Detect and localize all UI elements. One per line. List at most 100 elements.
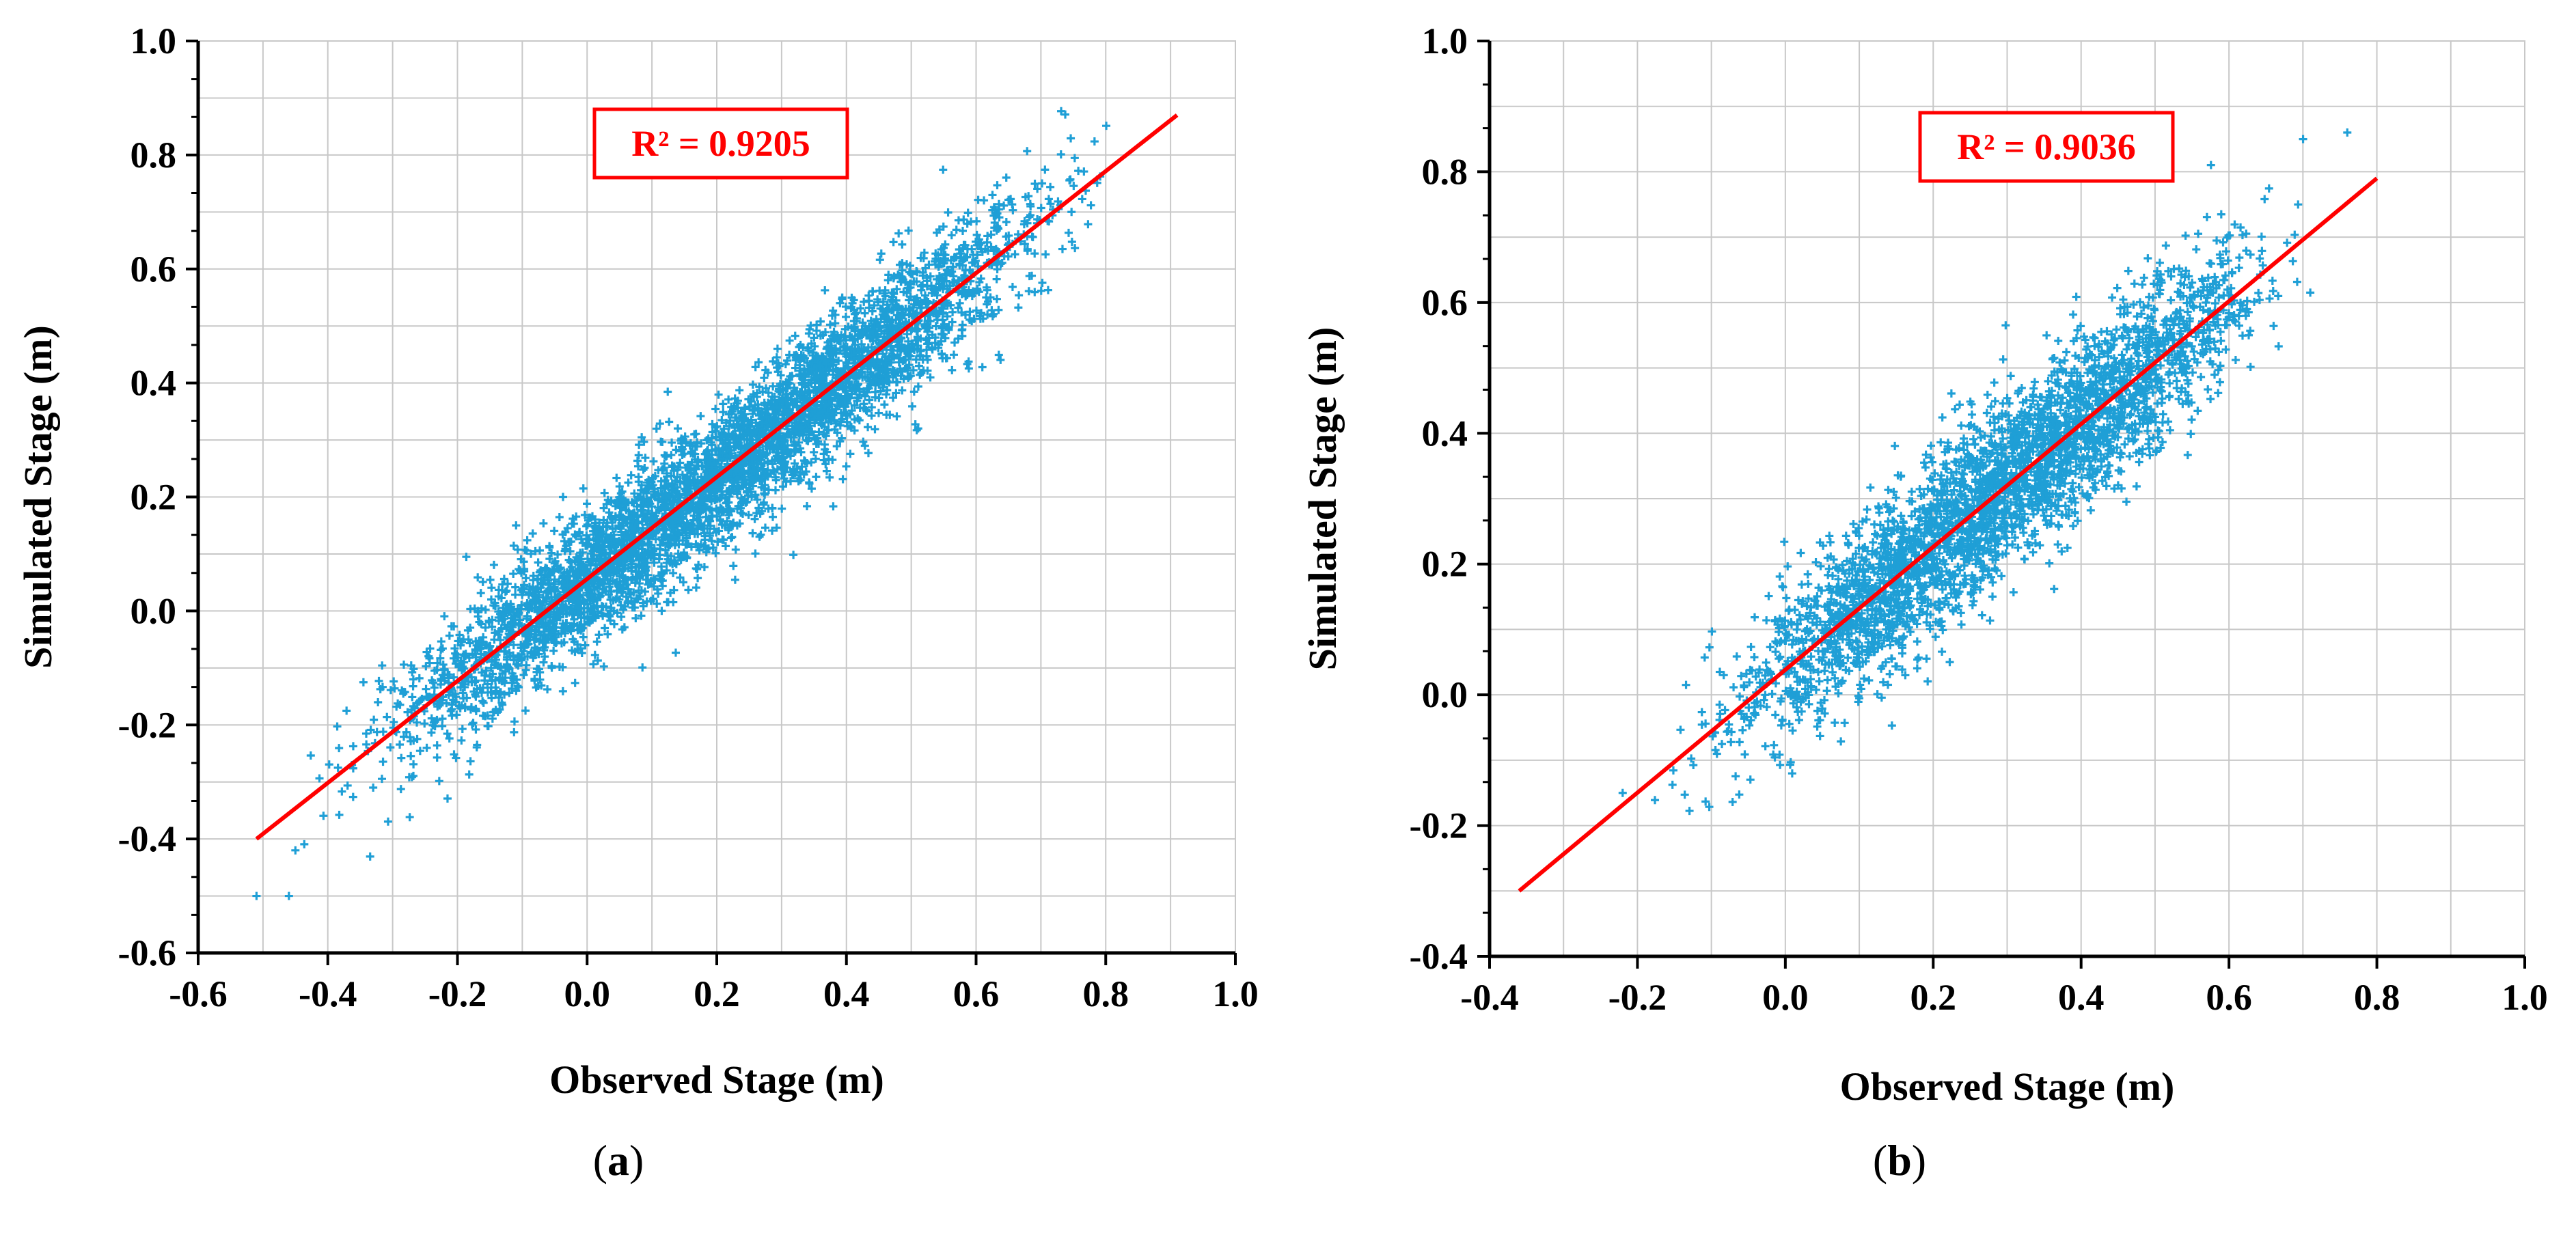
data-point — [637, 611, 646, 620]
data-point — [1084, 220, 1093, 229]
x-tick-label: -0.2 — [428, 973, 487, 1014]
data-point — [871, 425, 879, 434]
data-point — [427, 728, 436, 737]
data-point — [952, 225, 961, 234]
data-point — [383, 712, 392, 721]
data-point — [821, 432, 830, 441]
data-point — [634, 451, 643, 460]
data-point — [2159, 418, 2167, 427]
data-point — [593, 656, 602, 665]
data-point — [616, 600, 625, 609]
data-point — [319, 812, 328, 820]
data-point — [691, 583, 700, 592]
data-point — [374, 697, 383, 706]
data-point — [343, 781, 352, 790]
data-point — [719, 400, 728, 408]
data-point — [348, 792, 357, 801]
data-point — [500, 690, 509, 699]
data-point — [1008, 282, 1017, 291]
data-point — [730, 575, 739, 584]
data-point — [2132, 482, 2141, 491]
data-point — [445, 631, 454, 640]
data-point — [523, 536, 532, 544]
data-point — [435, 777, 443, 786]
data-point — [559, 493, 568, 501]
data-point — [594, 631, 603, 639]
data-point — [663, 387, 672, 396]
data-point — [1067, 134, 1075, 143]
data-point — [867, 411, 876, 420]
data-point — [723, 516, 732, 525]
data-point — [369, 784, 378, 792]
data-point — [379, 758, 387, 766]
data-point — [992, 294, 1001, 303]
data-point — [880, 400, 889, 409]
data-point — [864, 296, 873, 305]
data-point — [1002, 217, 1011, 226]
data-point — [1046, 182, 1055, 191]
data-point — [519, 671, 528, 680]
data-point — [1071, 244, 1080, 253]
data-point — [2187, 415, 2196, 424]
data-point — [944, 208, 953, 217]
data-point — [558, 687, 567, 695]
data-point — [534, 558, 543, 567]
data-point — [409, 771, 418, 780]
data-point — [547, 661, 556, 670]
x-tick-label: 0.0 — [564, 973, 611, 1014]
data-point — [408, 693, 417, 702]
data-point — [338, 787, 346, 796]
data-point — [2165, 379, 2174, 388]
data-point — [958, 227, 967, 236]
data-point — [1064, 228, 1073, 237]
data-point — [702, 436, 711, 445]
data-point — [433, 741, 441, 750]
data-point — [969, 251, 978, 260]
data-point — [528, 529, 537, 538]
data-point — [2246, 363, 2255, 372]
data-point — [306, 751, 315, 760]
data-point — [1921, 463, 1930, 472]
y-axis-label-a: Simulated Stage (m) — [16, 325, 60, 669]
data-point — [958, 320, 967, 329]
data-point — [2206, 161, 2215, 169]
data-point — [333, 722, 342, 731]
data-point — [672, 648, 681, 657]
data-point — [842, 462, 851, 471]
data-point — [1090, 137, 1099, 146]
data-point — [914, 382, 922, 391]
data-point — [420, 719, 429, 728]
data-point — [1000, 201, 1009, 210]
data-point — [516, 615, 525, 624]
data-point — [697, 439, 706, 448]
data-point — [631, 613, 640, 622]
data-point — [400, 688, 409, 697]
data-point — [315, 774, 324, 783]
y-tick-label: -0.6 — [118, 932, 176, 973]
data-point — [663, 598, 672, 607]
data-point — [717, 416, 726, 425]
data-point — [771, 486, 780, 495]
data-point — [1030, 179, 1039, 188]
data-point — [846, 449, 855, 458]
data-point — [487, 583, 496, 592]
data-point — [291, 846, 300, 855]
data-point — [978, 363, 987, 372]
data-point — [342, 706, 351, 715]
data-point — [1957, 421, 1966, 430]
data-point — [759, 498, 768, 507]
data-point — [842, 312, 850, 321]
data-point — [474, 573, 482, 582]
data-point — [415, 674, 424, 682]
data-point — [389, 677, 398, 686]
data-point — [791, 331, 799, 340]
data-point — [1058, 245, 1067, 253]
data-point — [797, 462, 806, 471]
data-point — [1014, 303, 1023, 312]
data-point — [1056, 150, 1065, 158]
data-point — [582, 499, 591, 508]
data-point — [383, 817, 392, 826]
data-point — [537, 681, 546, 690]
data-point — [505, 689, 514, 697]
data-point — [778, 504, 786, 513]
